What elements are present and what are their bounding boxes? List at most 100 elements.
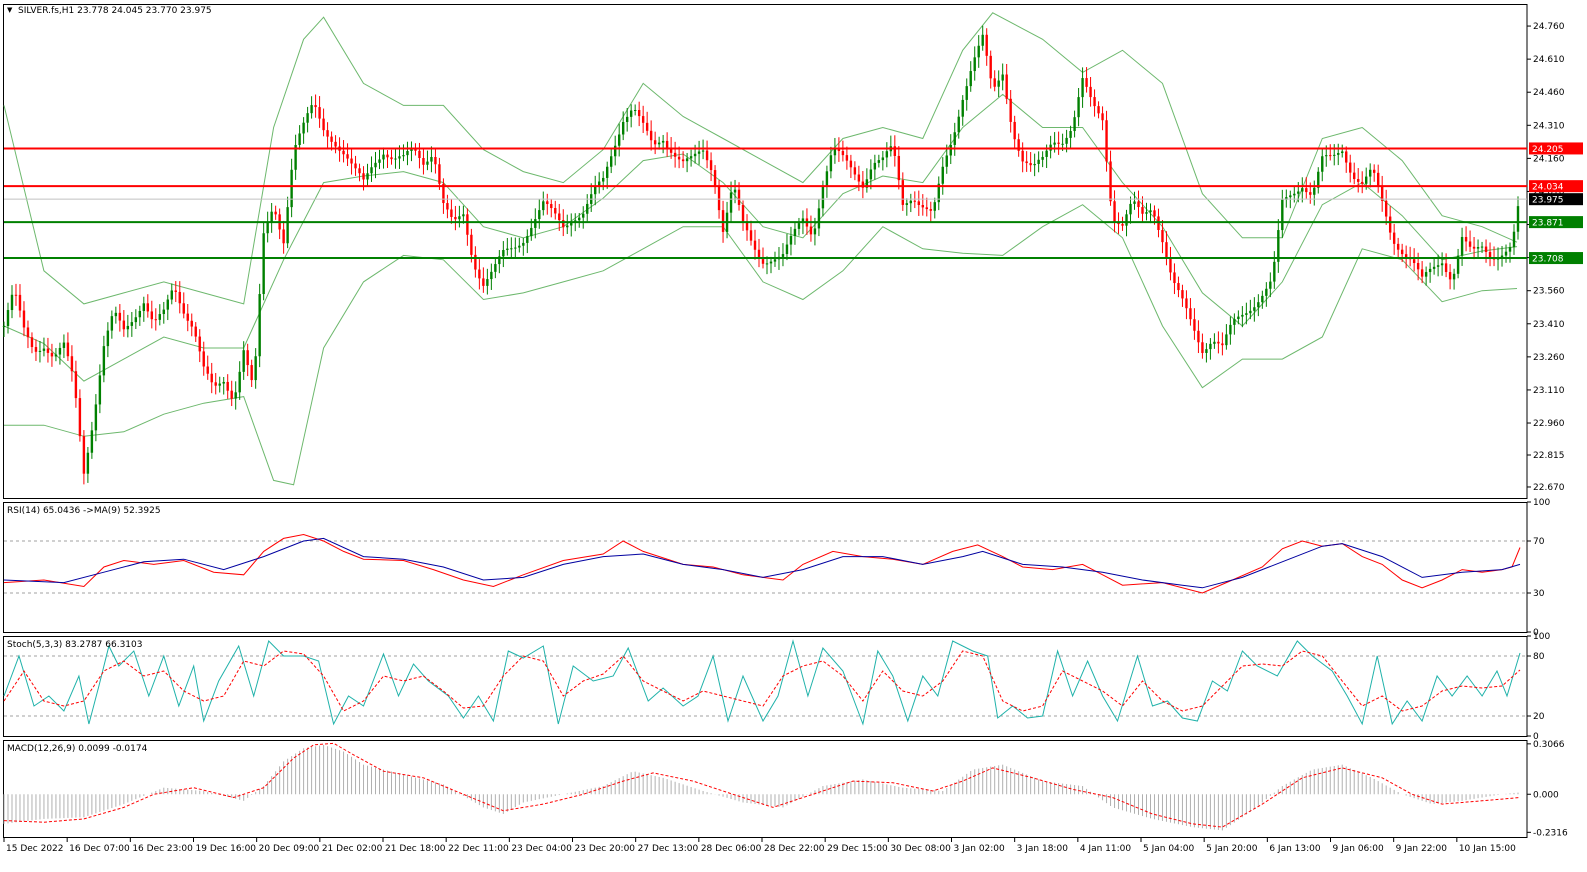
candle-body — [721, 210, 725, 232]
candle-body — [1472, 246, 1476, 249]
candle-body — [825, 171, 829, 187]
candle-body — [1237, 316, 1240, 320]
candle-body — [1269, 281, 1272, 289]
candle-body — [1201, 342, 1204, 353]
price-level-label: 24.205 — [1532, 145, 1564, 155]
candle-body — [1357, 179, 1360, 182]
candle-body — [246, 350, 249, 366]
candle-body — [578, 217, 581, 221]
candle-body — [689, 156, 693, 159]
candle-body — [1109, 161, 1112, 202]
candle-body — [58, 347, 62, 355]
candle-body — [1488, 251, 1492, 258]
x-tick-label: 28 Dec 06:00 — [701, 844, 762, 854]
candle-body — [1380, 186, 1384, 201]
candle-body — [793, 228, 797, 237]
candle-body — [98, 375, 102, 405]
candle-body — [705, 150, 709, 161]
pane-frame — [3, 502, 1528, 633]
candle-body — [629, 110, 633, 117]
x-tick-label: 19 Dec 16:00 — [196, 844, 257, 854]
candle-body — [649, 130, 653, 141]
candle-body — [697, 151, 701, 154]
candle-body — [294, 144, 297, 170]
candle-body — [881, 157, 885, 161]
candle-body — [993, 78, 996, 87]
candle-body — [566, 225, 569, 228]
x-tick-label: 20 Dec 09:00 — [259, 844, 320, 854]
candle-body — [761, 256, 765, 264]
candle-body — [1516, 206, 1520, 232]
x-tick-label: 3 Jan 02:00 — [954, 844, 1006, 854]
candle-body — [1345, 151, 1348, 163]
candle-body — [1153, 210, 1156, 217]
candle-body — [198, 336, 201, 352]
candle-body — [1372, 169, 1376, 173]
candle-body — [306, 113, 309, 123]
candle-body — [418, 150, 421, 159]
candle-body — [474, 254, 477, 270]
candle-body — [1436, 265, 1440, 267]
candle-body — [693, 153, 697, 157]
candle-body — [1392, 232, 1396, 244]
candle-body — [1376, 172, 1380, 187]
candle-body — [438, 164, 441, 184]
candle-body — [262, 233, 265, 295]
candle-body — [334, 141, 337, 147]
candle-body — [386, 154, 389, 158]
candle-body — [74, 371, 78, 399]
candle-body — [817, 208, 821, 229]
candle-body — [729, 192, 733, 213]
x-tick-label: 23 Dec 20:00 — [575, 844, 636, 854]
x-tick-label: 9 Jan 06:00 — [1333, 844, 1385, 854]
candle-body — [913, 200, 916, 202]
candle-body — [94, 404, 98, 431]
candle-body — [1333, 154, 1336, 156]
candle-body — [717, 186, 721, 211]
candle-body — [82, 436, 86, 474]
candle-body — [1229, 324, 1232, 335]
indicator-title: Stoch(5,3,3) 83.2787 66.3103 — [7, 640, 142, 650]
candle-body — [749, 230, 753, 241]
candle-body — [322, 118, 325, 131]
candle-body — [1017, 139, 1020, 151]
candle-body — [641, 116, 645, 123]
candle-body — [1041, 156, 1044, 160]
price-level-tag — [1529, 252, 1583, 265]
candle-body — [1053, 142, 1056, 145]
candle-body — [1412, 259, 1416, 264]
candle-body — [478, 269, 481, 279]
indicator-series-line — [3, 533, 1521, 594]
candle-body — [534, 219, 537, 228]
candle-body — [897, 155, 901, 181]
candle-body — [90, 430, 94, 453]
candle-body — [1301, 188, 1304, 192]
candle-body — [1121, 224, 1124, 226]
candle-body — [1189, 308, 1192, 320]
y-tick-label: 0 — [1533, 628, 1539, 638]
candle-body — [130, 322, 134, 326]
candle-body — [38, 350, 42, 352]
candle-body — [1221, 343, 1224, 346]
candle-body — [398, 156, 401, 159]
candle-body — [394, 158, 397, 160]
candle-body — [753, 240, 757, 250]
x-tick-label: 27 Dec 13:00 — [638, 844, 699, 854]
candle-body — [801, 218, 805, 224]
candle-body — [909, 200, 913, 204]
candle-body — [1508, 247, 1512, 252]
candle-body — [330, 136, 333, 142]
candle-body — [486, 279, 489, 286]
candle-body — [1293, 193, 1296, 196]
candle-body — [66, 342, 70, 357]
candle-body — [406, 151, 409, 156]
candle-body — [1025, 161, 1028, 164]
candle-body — [30, 337, 34, 348]
candle-body — [633, 109, 637, 111]
candle-body — [302, 122, 305, 134]
candle-body — [849, 160, 853, 168]
y-tick-label: 0 — [1533, 732, 1539, 742]
x-tick-label: 21 Dec 18:00 — [385, 844, 446, 854]
